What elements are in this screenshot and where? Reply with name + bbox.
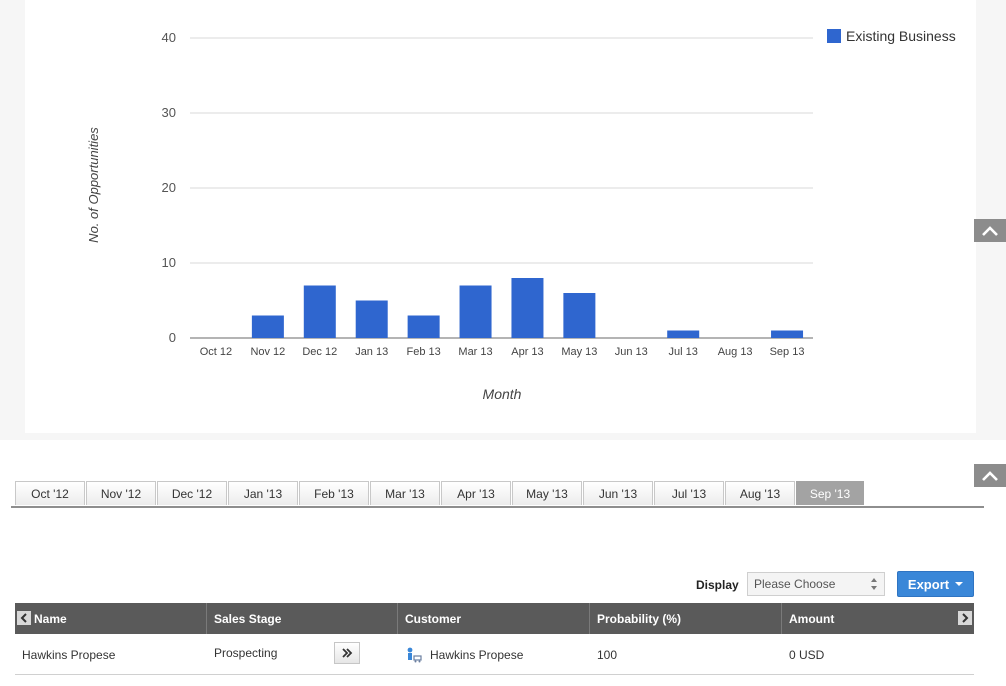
bar (511, 278, 544, 338)
select-arrows-icon (871, 578, 877, 590)
y-tick-label: 10 (162, 255, 176, 270)
tab-month[interactable]: Oct '12 (15, 481, 85, 505)
y-axis-label: No. of Opportunities (86, 127, 101, 243)
x-tick-label: Jul 13 (669, 346, 698, 358)
bar (407, 315, 440, 338)
x-tick-label: Mar 13 (458, 346, 492, 358)
display-select-value: Please Choose (754, 577, 836, 591)
tab-month[interactable]: Jun '13 (583, 481, 653, 505)
bar (459, 285, 492, 338)
bar (563, 293, 596, 338)
tab-month[interactable]: May '13 (512, 481, 582, 505)
collapse-tabs-button[interactable] (974, 464, 1006, 487)
x-tick-label: Jan 13 (355, 346, 388, 358)
cell-probability: 100 (597, 648, 618, 662)
tab-month[interactable]: Apr '13 (441, 481, 511, 505)
tab-month[interactable]: Nov '12 (86, 481, 156, 505)
caret-down-icon (955, 582, 964, 586)
x-tick-label: May 13 (561, 346, 597, 358)
chart-panel: 0 10 20 30 40 Oct 12 Nov 12 Dec 12 Jan 13 Feb 13 M… (25, 3, 976, 433)
table-row[interactable]: Hawkins Propese Prospecting Hawkins Prop… (15, 636, 974, 675)
scroll-right-button[interactable] (958, 611, 972, 625)
tab-month[interactable]: Feb '13 (299, 481, 369, 505)
scroll-left-button[interactable] (17, 611, 31, 625)
double-chevron-right-icon (342, 648, 353, 658)
tab-month[interactable]: Dec '12 (157, 481, 227, 505)
opportunities-bar-chart: 0 10 20 30 40 Oct 12 Nov 12 Dec 12 Jan 13 Feb 13 M… (86, 28, 956, 402)
tab-month[interactable]: Sep '13 (796, 481, 864, 505)
y-tick-label: 30 (162, 105, 176, 120)
cell-name[interactable]: Hawkins Propese (22, 648, 116, 662)
tab-month[interactable]: Mar '13 (370, 481, 440, 505)
bar (355, 300, 388, 338)
x-tick-label: Jun 13 (615, 346, 648, 358)
cell-amount: 0 USD (789, 648, 825, 662)
tabs-divider (11, 506, 984, 508)
x-tick-label: Oct 12 (200, 346, 232, 358)
x-tick-label: Feb 13 (407, 346, 441, 358)
legend-swatch (827, 29, 841, 43)
cell-sales-stage: Prospecting (214, 646, 278, 660)
x-tick-label: Aug 13 (718, 346, 753, 358)
column-header-probability[interactable]: Probability (%) (590, 603, 782, 634)
x-tick-label: Apr 13 (511, 346, 543, 358)
display-label: Display (696, 578, 739, 592)
cell-customer[interactable]: Hawkins Propese (405, 636, 523, 674)
customer-icon (407, 647, 422, 663)
chevron-up-icon (982, 470, 998, 481)
x-axis-label: Month (483, 386, 522, 402)
display-select[interactable]: Please Choose (747, 572, 885, 596)
export-button[interactable]: Export (897, 571, 974, 597)
x-tick-label: Dec 12 (302, 346, 337, 358)
bar (771, 330, 804, 338)
column-header-amount[interactable]: Amount (789, 611, 835, 626)
chevron-up-icon (982, 225, 998, 236)
y-tick-label: 40 (162, 30, 176, 45)
legend-label: Existing Business (846, 28, 956, 44)
chevron-right-icon (962, 613, 969, 623)
expand-row-button[interactable] (334, 642, 360, 664)
y-tick-label: 20 (162, 180, 176, 195)
table-header: Name Sales Stage Customer Probability (%… (15, 603, 974, 634)
column-header-name[interactable]: Name (15, 603, 207, 634)
x-tick-label: Sep 13 (770, 346, 805, 358)
y-tick-label: 0 (169, 330, 176, 345)
bar (667, 330, 700, 338)
tab-month[interactable]: Jul '13 (654, 481, 724, 505)
export-label: Export (907, 576, 950, 592)
month-tabs: Oct '12 Nov '12 Dec '12 Jan '13 Feb '13 Mar '… (15, 481, 865, 507)
bar (303, 285, 336, 338)
tab-month[interactable]: Jan '13 (228, 481, 298, 505)
tab-month[interactable]: Aug '13 (725, 481, 795, 505)
bar (251, 315, 284, 338)
column-header-sales-stage[interactable]: Sales Stage (207, 603, 398, 634)
chevron-left-icon (20, 613, 27, 623)
column-header-customer[interactable]: Customer (398, 603, 590, 634)
x-tick-label: Nov 12 (250, 346, 285, 358)
collapse-chart-button[interactable] (974, 219, 1006, 242)
